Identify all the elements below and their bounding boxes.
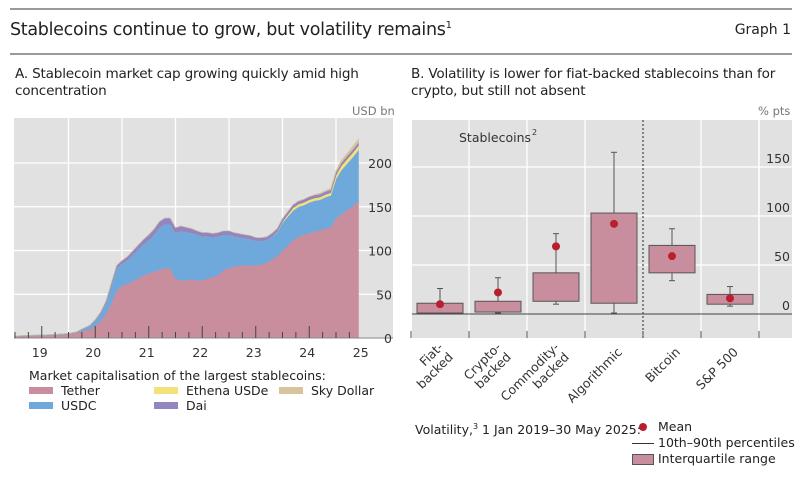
panel-a-legend: Market capitalisation of the largest sta… xyxy=(29,368,404,413)
x-tick-label: 20 xyxy=(85,345,101,360)
legend-item-ethena: Ethena USDe xyxy=(154,383,279,398)
mean-dot-icon xyxy=(639,423,647,431)
iqr-box xyxy=(474,300,522,313)
x-tick-label: 19 xyxy=(32,345,48,360)
panel-b-legend: Volatility,3 1 Jan 2019–30 May 2025: Mea… xyxy=(415,419,795,466)
x-tick-label: S&P 500 xyxy=(693,344,741,392)
y-tick-label: 200 xyxy=(368,156,392,171)
mean-point xyxy=(610,219,618,228)
legend-swatch-tether xyxy=(29,387,53,394)
legend-item-tether: Tether xyxy=(29,383,154,398)
legend-swatch-usdc xyxy=(29,402,53,409)
y-tick-label: 50 xyxy=(376,287,392,302)
x-tick-label: 21 xyxy=(139,345,155,360)
x-tick-label: Bitcoin xyxy=(642,344,683,385)
group-label: Stablecoins xyxy=(459,130,531,145)
y-tick-label: 100 xyxy=(766,200,790,215)
x-tick-label: Algorithmic xyxy=(564,344,625,405)
legend-swatch-dai xyxy=(154,402,178,409)
panel-a-unit: USD bn xyxy=(352,104,395,118)
mean-point xyxy=(494,288,502,297)
legend-item-sky: Sky Dollar xyxy=(279,383,404,398)
legend-title: Market capitalisation of the largest sta… xyxy=(29,368,326,383)
legend-prefix: Volatility,3 1 Jan 2019–30 May 2025: xyxy=(415,422,641,438)
box-swatch-icon xyxy=(632,453,654,465)
x-tick-label: 22 xyxy=(192,345,208,360)
legend-swatch-sky xyxy=(279,387,303,394)
top-rule xyxy=(10,8,792,10)
area-sky-dollar xyxy=(14,138,359,337)
x-tick-label-line: Bitcoin xyxy=(642,344,683,385)
panel-a-title: A. Stablecoin market cap growing quickly… xyxy=(15,66,359,99)
x-tick-label: Fiat-backed xyxy=(414,339,456,391)
x-tick-label: 24 xyxy=(299,345,315,360)
iqr-box xyxy=(590,212,638,304)
panel-b-title: B. Volatility is lower for fiat-backed s… xyxy=(411,66,776,99)
x-tick-label-line: S&P 500 xyxy=(693,344,741,392)
iqr-box xyxy=(532,272,580,302)
title-rule xyxy=(10,53,792,55)
legend-entry-percentiles: 10th–90th percentiles xyxy=(630,435,800,451)
x-tick-label: Commodity-backed xyxy=(497,339,572,404)
mean-point xyxy=(726,294,734,303)
legend-entry-mean: Mean xyxy=(630,419,800,435)
mean-point xyxy=(668,252,676,261)
y-tick-label: 150 xyxy=(766,151,790,166)
y-tick-label: 0 xyxy=(384,331,392,346)
y-tick-label: 100 xyxy=(368,244,392,259)
x-tick-label: 25 xyxy=(353,345,369,360)
mean-point xyxy=(552,242,560,251)
group-label-footnote: 2 xyxy=(532,128,537,137)
graph-number: Graph 1 xyxy=(734,22,791,38)
line-icon xyxy=(632,442,654,444)
page-title: Stablecoins continue to grow, but volati… xyxy=(10,20,452,40)
x-tick-label: 23 xyxy=(246,345,262,360)
y-tick-label: 150 xyxy=(368,200,392,215)
legend-swatch-ethena xyxy=(154,387,178,394)
mean-point xyxy=(436,300,444,309)
legend-item-usdc: USDC xyxy=(29,398,154,413)
y-tick-label: 50 xyxy=(774,249,790,264)
legend-item-dai: Dai xyxy=(154,398,279,413)
y-tick-label: 0 xyxy=(782,298,790,313)
legend-entry-iqr: Interquartile range xyxy=(630,451,800,467)
panel-b-unit: % pts xyxy=(758,104,791,118)
x-tick-label-line: Algorithmic xyxy=(564,344,625,405)
